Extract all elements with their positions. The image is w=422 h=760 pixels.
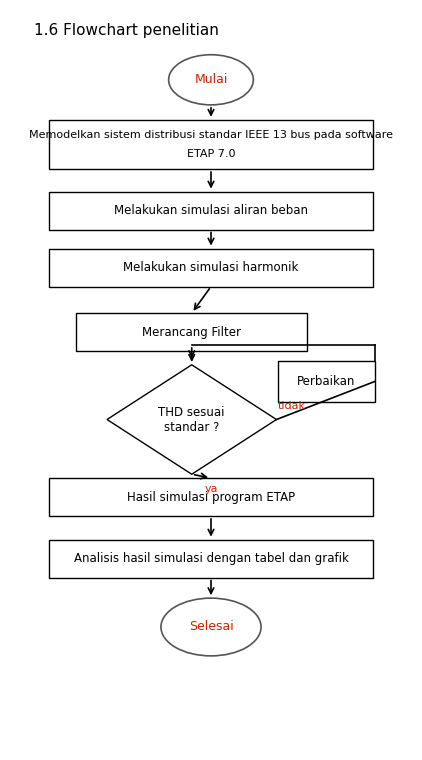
Text: THD sesuai
standar ?: THD sesuai standar ? — [159, 406, 225, 433]
Bar — [49, 478, 373, 516]
Ellipse shape — [169, 55, 253, 105]
Bar — [49, 540, 373, 578]
Ellipse shape — [161, 598, 261, 656]
Text: Hasil simulasi program ETAP: Hasil simulasi program ETAP — [127, 490, 295, 504]
Text: ya: ya — [204, 484, 218, 495]
Bar — [49, 119, 373, 169]
Text: Analisis hasil simulasi dengan tabel dan grafik: Analisis hasil simulasi dengan tabel dan… — [73, 552, 349, 565]
Text: Memodelkan sistem distribusi standar IEEE 13 bus pada software: Memodelkan sistem distribusi standar IEE… — [29, 130, 393, 141]
Text: 1.6 Flowchart penelitian: 1.6 Flowchart penelitian — [34, 23, 219, 38]
Bar — [49, 249, 373, 287]
Text: Mulai: Mulai — [194, 73, 228, 87]
Text: tidak: tidak — [278, 401, 306, 411]
Text: Melakukan simulasi aliran beban: Melakukan simulasi aliran beban — [114, 204, 308, 217]
Text: Perbaikan: Perbaikan — [298, 375, 356, 388]
Bar — [76, 313, 307, 351]
Text: Merancang Filter: Merancang Filter — [142, 325, 241, 339]
Bar — [279, 361, 375, 403]
Polygon shape — [107, 365, 276, 474]
Bar — [49, 192, 373, 230]
Text: Melakukan simulasi harmonik: Melakukan simulasi harmonik — [123, 261, 299, 274]
Text: ETAP 7.0: ETAP 7.0 — [187, 148, 235, 159]
Text: Selesai: Selesai — [189, 620, 233, 634]
